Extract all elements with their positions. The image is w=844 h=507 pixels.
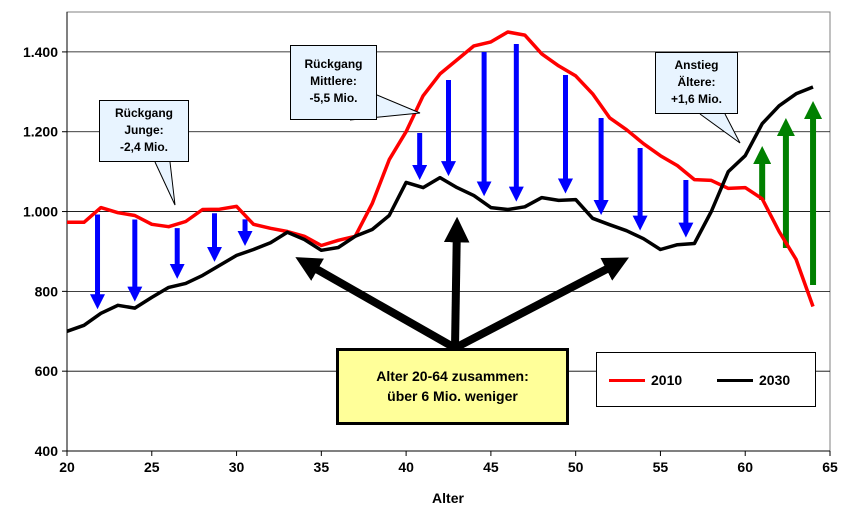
x-tick-label: 25	[144, 459, 160, 475]
legend-item-2030: 2030	[717, 372, 790, 388]
change-arrows	[90, 44, 823, 310]
summary-arrow	[295, 257, 457, 352]
callout-aeltere: Anstieg Ältere: +1,6 Mio.	[655, 52, 738, 114]
x-tick-label: 55	[653, 459, 669, 475]
callout-aeltere-line3: +1,6 Mio.	[670, 92, 723, 106]
legend-swatch-2030	[717, 378, 753, 382]
callout-mittlere-line2: Mittlere:	[310, 74, 357, 88]
callout-junge-line1: Rückgang	[114, 106, 173, 120]
callout-aeltere-pointer	[699, 113, 741, 144]
callout-junge-line2: Junge:	[124, 123, 164, 137]
x-axis-label: Alter	[432, 490, 464, 506]
callout-junge-pointer	[154, 161, 176, 206]
x-tick-label: 60	[737, 459, 753, 475]
legend-swatch-2010	[609, 378, 645, 382]
legend-label-2030: 2030	[759, 372, 791, 388]
summary-line1: Alter 20-64 zusammen:	[376, 368, 529, 384]
callout-junge-line3: -2,4 Mio.	[119, 140, 168, 154]
legend-item-2010: 2010	[609, 372, 682, 388]
callout-mittlere-line3: -5,5 Mio.	[309, 91, 358, 105]
legend: 2010 2030	[596, 352, 816, 407]
callout-mittlere: Rückgang Mittlere: -5,5 Mio.	[290, 45, 377, 120]
x-tick-label: 45	[483, 459, 499, 475]
summary-arrows	[295, 216, 629, 352]
y-tick-label: 1.200	[23, 124, 58, 140]
series-lines	[66, 30, 815, 333]
x-tick-label: 65	[822, 459, 838, 475]
summary-arrow	[453, 257, 629, 352]
y-tick-label: 1.400	[23, 44, 58, 60]
y-tick-label: 400	[35, 443, 59, 459]
y-tick-label: 800	[35, 283, 59, 299]
y-tick-label: 1.000	[23, 204, 58, 220]
summary-line2: über 6 Mio. weniger	[387, 388, 518, 404]
x-tick-label: 35	[314, 459, 330, 475]
callout-mittlere-line1: Rückgang	[304, 57, 363, 71]
x-tick-label: 40	[398, 459, 414, 475]
legend-label-2010: 2010	[651, 372, 683, 388]
summary-arrow	[443, 216, 470, 349]
series-line-2030	[66, 85, 814, 333]
callout-aeltere-line2: Ältere:	[677, 75, 716, 89]
axes: 20 25 30 35 40 45 50 55 60 65 400 600 800 1.000 1.200 1…	[23, 12, 838, 475]
x-tick-label: 20	[59, 459, 75, 475]
callout-aeltere-line1: Anstieg	[674, 58, 719, 72]
x-tick-label: 30	[229, 459, 245, 475]
series-line-2010	[67, 30, 815, 308]
summary-box: Alter 20-64 zusammen: über 6 Mio. wenige…	[336, 348, 569, 425]
x-tick-label: 50	[568, 459, 584, 475]
y-tick-label: 600	[35, 363, 59, 379]
callout-junge: Rückgang Junge: -2,4 Mio.	[99, 100, 189, 162]
